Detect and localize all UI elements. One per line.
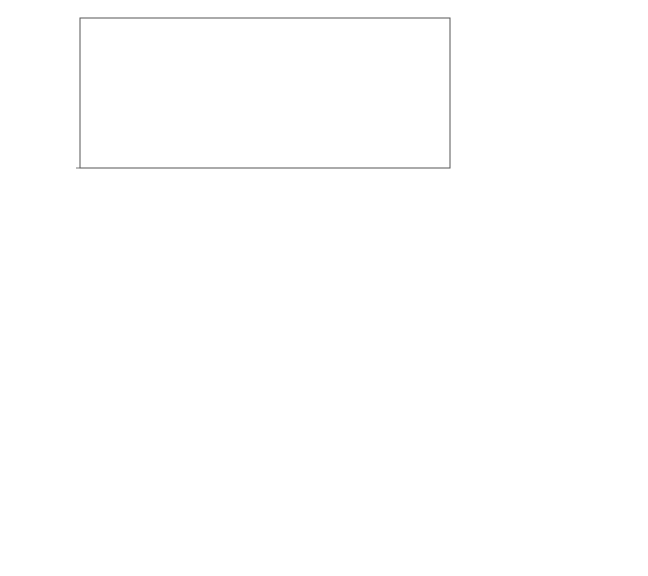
figure-svg — [0, 0, 648, 576]
panel-border — [80, 18, 450, 168]
chart-figure: { "figure": { "width": 648, "height": 57… — [0, 0, 648, 576]
